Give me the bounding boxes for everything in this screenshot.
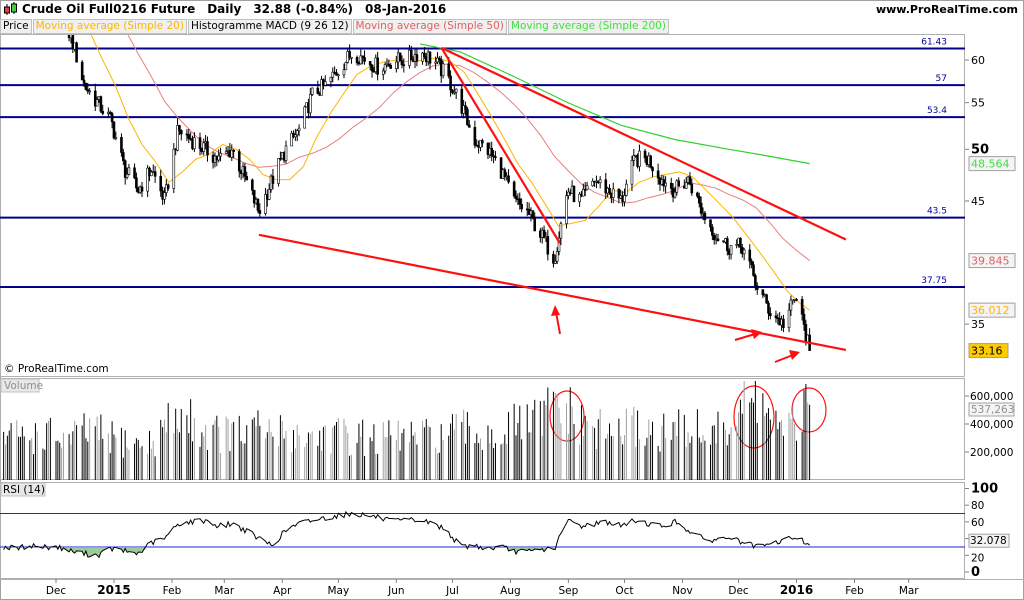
site-link[interactable]: www.ProRealTime.com (875, 3, 1018, 16)
candlestick-icon (4, 2, 17, 15)
instrument-name: Crude Oil Full0216 Future (22, 2, 196, 16)
legend-macd[interactable]: Histogramme MACD (9 26 12) (187, 19, 352, 34)
legend-ma50[interactable]: Moving average (Simple 50) (352, 19, 507, 34)
legend-ma20[interactable]: Moving average (Simple 20) (32, 19, 187, 34)
period[interactable]: Daily (207, 2, 242, 16)
legend-price[interactable]: Price (0, 19, 32, 34)
last-quote: 32.88 (-0.84%) (253, 2, 354, 16)
chart-header: Crude Oil Full0216 Future Daily 32.88 (-0.… (0, 0, 1024, 18)
indicator-legend: Price Moving average (Simple 20) Histogr… (0, 19, 670, 34)
quote-date: 08-Jan-2016 (365, 2, 447, 16)
chart-title: Crude Oil Full0216 Future Daily 32.88 (-0.… (22, 2, 458, 16)
legend-ma200[interactable]: Moving average (Simple 200) (507, 19, 669, 34)
